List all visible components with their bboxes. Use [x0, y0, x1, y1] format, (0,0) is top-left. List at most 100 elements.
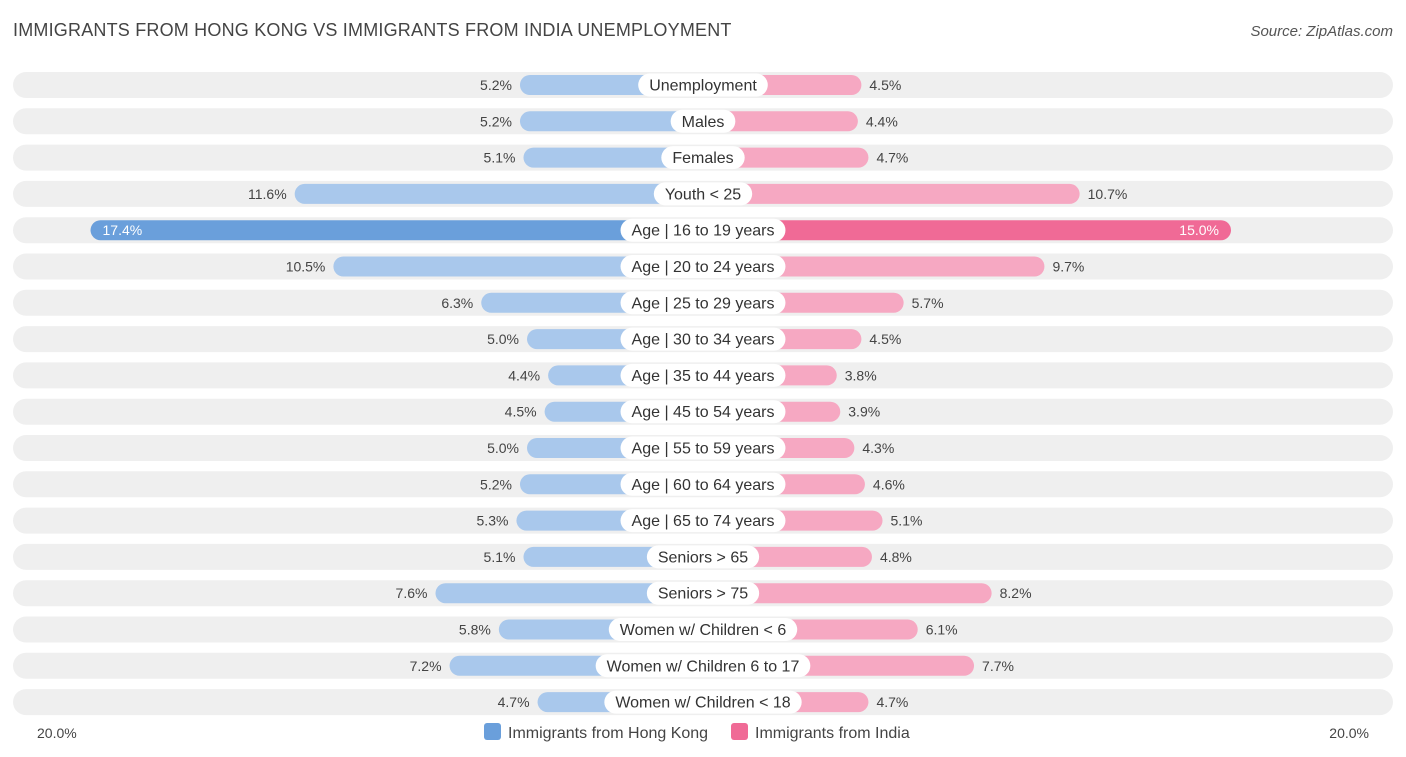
value-label-hong-kong: 5.3%: [477, 513, 509, 529]
category-label: Seniors > 65: [658, 549, 748, 566]
category-label: Women w/ Children < 18: [615, 695, 790, 712]
category-label-pill: [638, 73, 768, 97]
chart-row: 11.6% 10.7% Youth < 25: [13, 180, 1393, 207]
legend-swatch: [731, 723, 748, 740]
category-label: Age | 30 to 34 years: [632, 332, 775, 349]
category-label-pill: [620, 436, 786, 460]
value-label-hong-kong: 17.4%: [103, 222, 143, 238]
legend-swatch: [484, 723, 501, 740]
value-label-india: 5.1%: [891, 513, 923, 529]
value-label-india: 4.7%: [876, 150, 908, 166]
category-label: Age | 55 to 59 years: [632, 441, 775, 458]
value-label-hong-kong: 4.5%: [505, 404, 537, 420]
value-label-india: 7.7%: [982, 658, 1014, 674]
value-label-india: 4.4%: [866, 113, 898, 129]
category-label-pill: [646, 581, 760, 605]
category-label-pill: [608, 618, 798, 641]
value-label-india: 4.6%: [873, 476, 905, 492]
value-label-hong-kong: 7.2%: [410, 658, 442, 674]
bar-india[interactable]: [703, 111, 858, 132]
category-label: Age | 65 to 74 years: [632, 513, 775, 530]
category-label-pill: [595, 654, 811, 678]
category-label: Seniors > 75: [658, 586, 748, 603]
value-label-hong-kong: 6.3%: [441, 295, 473, 311]
bar-hong-kong[interactable]: [519, 111, 703, 132]
value-label-india: 4.7%: [876, 694, 908, 710]
category-label: Age | 60 to 64 years: [632, 477, 775, 494]
chart-row: 4.4% 3.8% Age | 35 to 44 years: [13, 362, 1393, 389]
bar-hong-kong[interactable]: [523, 147, 703, 168]
bar-india[interactable]: [703, 220, 1231, 241]
chart-row: 5.8% 6.1% Women w/ Children < 6: [13, 616, 1393, 643]
value-label-india: 9.7%: [1052, 259, 1084, 275]
legend-label: Immigrants from Hong Kong: [508, 725, 708, 742]
category-label: Age | 25 to 29 years: [632, 295, 775, 312]
value-label-india: 10.7%: [1088, 186, 1128, 202]
bar-hong-kong[interactable]: [435, 583, 703, 604]
chart-row: 4.5% 3.9% Age | 45 to 54 years: [13, 398, 1393, 425]
chart-row: 5.2% 4.6% Age | 60 to 64 years: [13, 471, 1393, 498]
category-label-pill: [620, 255, 786, 278]
value-label-hong-kong: 5.2%: [480, 113, 512, 129]
value-label-hong-kong: 4.4%: [508, 367, 540, 383]
value-label-hong-kong: 5.2%: [480, 476, 512, 492]
category-label-pill: [670, 109, 736, 133]
bar-india[interactable]: [703, 256, 1045, 277]
chart-row: 5.2% 4.5% Unemployment: [13, 72, 1393, 98]
category-label: Age | 16 to 19 years: [632, 223, 775, 240]
value-label-hong-kong: 5.0%: [487, 440, 519, 456]
axis-label-left: 20.0%: [37, 725, 77, 741]
category-label-pill: [620, 509, 786, 533]
bar-india[interactable]: [703, 583, 992, 604]
category-label-pill: [604, 690, 802, 714]
value-label-india: 15.0%: [1179, 222, 1219, 238]
value-label-india: 4.5%: [869, 331, 901, 347]
value-label-india: 3.8%: [845, 367, 877, 383]
category-label-pill: [620, 327, 786, 351]
chart-row: 5.3% 5.1% Age | 65 to 74 years: [13, 507, 1393, 534]
category-label-pill: [620, 218, 786, 242]
value-label-hong-kong: 11.6%: [248, 186, 287, 202]
category-label-pill: [653, 182, 753, 206]
value-label-hong-kong: 5.2%: [480, 77, 512, 93]
bar-hong-kong[interactable]: [333, 256, 703, 277]
value-label-india: 3.9%: [848, 404, 880, 420]
value-label-hong-kong: 5.1%: [484, 150, 516, 166]
category-label: Males: [682, 114, 725, 131]
bar-hong-kong[interactable]: [294, 183, 703, 204]
chart-row: 17.4% 15.0% Age | 16 to 19 years: [13, 217, 1393, 244]
bar-india[interactable]: [703, 183, 1080, 204]
value-label-india: 4.8%: [880, 549, 912, 565]
category-label: Age | 35 to 44 years: [632, 368, 775, 385]
legend: Immigrants from Hong Kong Immigrants from…: [484, 723, 910, 742]
axis-label-right: 20.0%: [1329, 725, 1369, 741]
chart-row: 5.1% 4.8% Seniors > 65: [13, 543, 1393, 570]
bar-india[interactable]: [703, 147, 869, 168]
chart-row: 5.2% 4.4% Males: [13, 108, 1393, 135]
value-label-india: 6.1%: [926, 622, 958, 638]
category-label-pill: [661, 146, 745, 170]
legend-hong-kong[interactable]: Immigrants from Hong Kong: [484, 723, 708, 742]
chart-row: 5.0% 4.3% Age | 55 to 59 years: [13, 435, 1393, 461]
category-label-pill: [620, 400, 786, 424]
bar-hong-kong[interactable]: [90, 220, 703, 241]
category-label: Women w/ Children < 6: [620, 622, 787, 639]
chart-row: 7.2% 7.7% Women w/ Children 6 to 17: [13, 652, 1393, 679]
legend-label: Immigrants from India: [755, 725, 910, 742]
category-label-pill: [620, 472, 786, 496]
value-label-hong-kong: 4.7%: [498, 694, 530, 710]
category-label: Women w/ Children 6 to 17: [607, 658, 800, 675]
chart-row: 5.0% 4.5% Age | 30 to 34 years: [13, 326, 1393, 353]
value-label-hong-kong: 5.8%: [459, 622, 491, 638]
value-label-india: 8.2%: [1000, 585, 1032, 601]
category-label: Youth < 25: [665, 186, 741, 203]
chart-row: 5.1% 4.7% Females: [13, 144, 1393, 171]
chart-row: 10.5% 9.7% Age | 20 to 24 years: [13, 253, 1393, 280]
value-label-hong-kong: 7.6%: [396, 585, 428, 601]
category-label-pill: [646, 545, 760, 569]
category-label-pill: [620, 291, 786, 315]
legend-india[interactable]: Immigrants from India: [731, 723, 910, 742]
value-label-hong-kong: 5.0%: [487, 331, 519, 347]
category-label: Unemployment: [649, 78, 757, 95]
